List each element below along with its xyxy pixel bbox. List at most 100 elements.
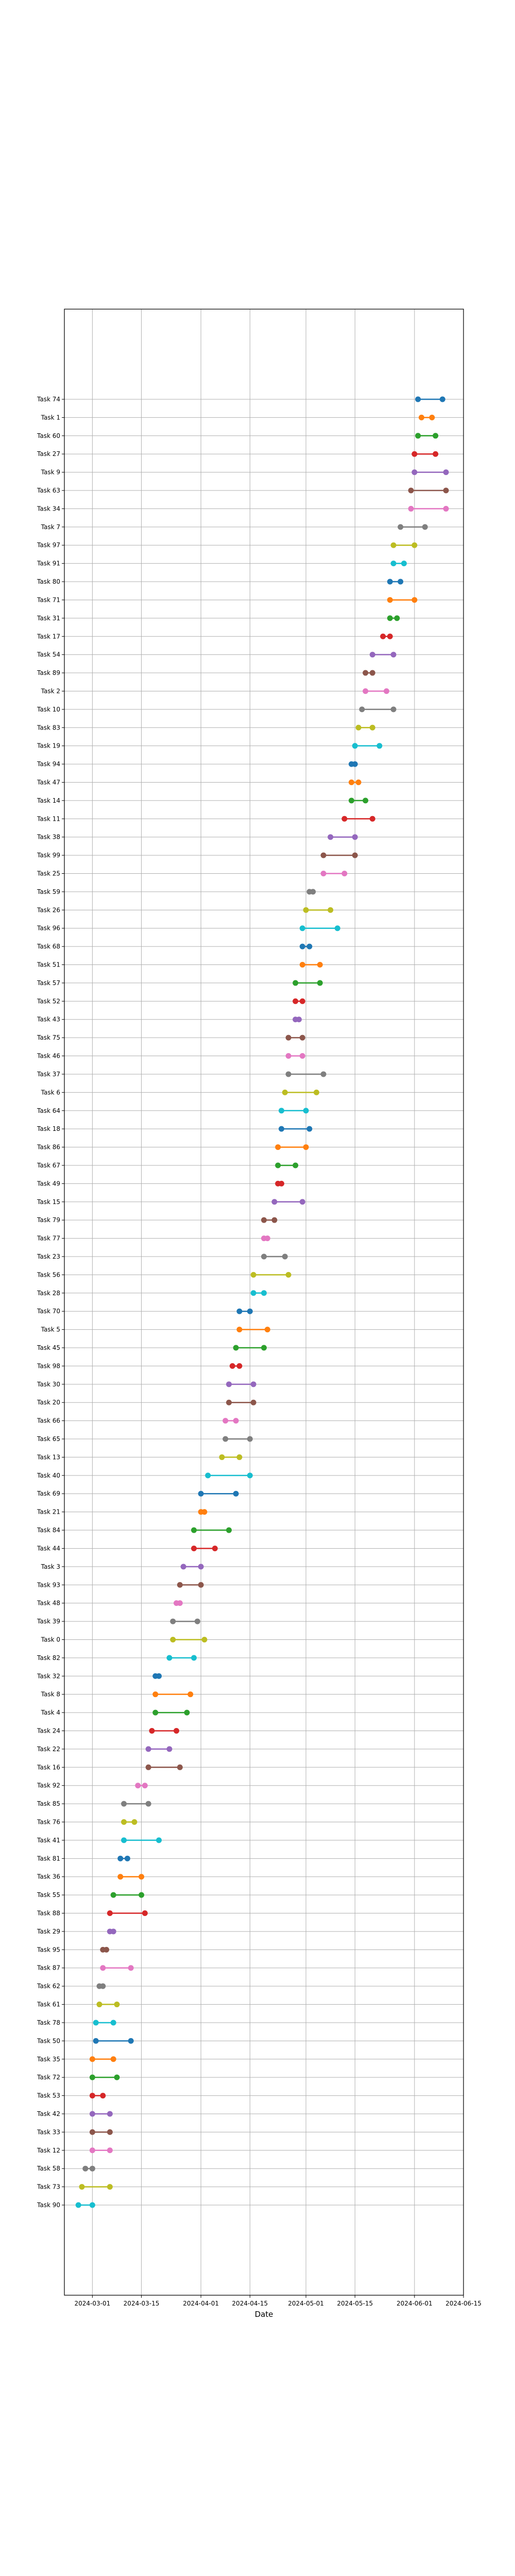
task-end-point [139,1892,145,1898]
task-end-point [110,2056,116,2062]
task-start-point [275,1144,281,1150]
y-tick-label: Task 80 [37,578,60,585]
task-start-point [89,2056,95,2062]
task-end-point [363,798,369,804]
task-start-point [411,451,418,457]
task-start-point [222,1436,229,1442]
y-tick-label: Task 81 [37,1855,60,1862]
task-end-point [236,1363,243,1369]
y-tick-label: Task 32 [37,1672,60,1680]
y-tick-label: Task 21 [37,1509,60,1516]
task-end-point [114,2002,120,2008]
y-tick-label: Task 35 [37,2056,60,2063]
x-axis-title: Date [255,2310,273,2319]
task-start-point [89,2111,95,2117]
y-tick-label: Task 49 [37,1180,60,1187]
y-tick-label: Task 85 [37,1800,60,1807]
task-end-point [303,1144,309,1150]
task-end-point [443,487,449,494]
task-end-point [198,1564,204,1570]
task-end-point [369,724,375,731]
task-end-point [104,1946,110,1953]
task-start-point [100,1965,106,1971]
y-tick-label: Task 30 [37,1381,60,1388]
task-start-point [341,816,348,822]
task-start-point [177,1582,183,1588]
task-end-point [429,414,435,420]
task-end-point [110,2020,116,2026]
y-tick-label: Task 38 [37,834,60,841]
task-end-point [296,1016,302,1023]
task-end-point [313,1089,319,1095]
task-start-point [390,561,397,567]
y-tick-label: Task 87 [37,1964,60,1972]
task-start-point [303,907,309,913]
y-tick-label: Task 65 [37,1435,60,1443]
task-end-point [383,688,389,694]
y-tick-label: Task 47 [37,778,60,786]
y-tick-label: Task 90 [37,2201,60,2209]
y-tick-label: Task 26 [37,906,60,913]
task-start-point [145,1764,151,1770]
y-tick-label: Task 33 [37,2128,60,2136]
task-end-point [107,2147,113,2154]
y-tick-label: Task 46 [37,1053,60,1060]
y-tick-label: Task 82 [37,1654,60,1662]
task-start-point [278,1108,284,1114]
x-tick-label: 2024-04-01 [183,2300,219,2307]
task-end-point [352,852,358,858]
task-start-point [398,524,404,530]
task-end-point [387,633,393,639]
y-tick-label: Task 60 [37,432,60,439]
task-start-point [285,1053,291,1059]
y-tick-label: Task 89 [37,669,60,676]
task-end-point [194,1618,200,1624]
y-tick-label: Task 0 [41,1636,60,1643]
y-tick-label: Task 14 [37,797,60,804]
y-tick-label: Task 1 [41,414,60,421]
task-start-point [236,1327,243,1333]
y-tick-label: Task 31 [37,615,60,622]
task-end-point [174,1727,180,1734]
task-start-point [89,2147,95,2154]
task-end-point [139,1874,145,1880]
task-end-point [100,1983,106,1989]
task-end-point [107,2129,113,2135]
task-start-point [320,852,327,858]
task-end-point [89,2202,95,2208]
task-end-point [271,1217,278,1223]
task-end-point [355,779,362,785]
y-tick-label: Task 8 [41,1691,60,1698]
task-end-point [306,943,313,950]
task-start-point [408,487,414,494]
task-start-point [222,1418,229,1424]
task-start-point [411,469,418,476]
y-tick-label: Task 97 [37,541,60,549]
task-start-point [170,1636,176,1642]
task-end-point [398,579,404,585]
y-tick-label: Task 22 [37,1745,60,1753]
task-start-point [205,1472,211,1479]
task-start-point [250,1290,256,1296]
y-tick-label: Task 42 [37,2110,60,2117]
task-start-point [293,980,299,986]
y-tick-label: Task 10 [37,706,60,713]
y-tick-label: Task 55 [37,1891,60,1899]
y-tick-label: Task 61 [37,2001,60,2008]
task-end-point [422,524,428,530]
task-end-point [247,1472,253,1479]
task-end-point [177,1600,183,1606]
y-tick-label: Task 83 [37,724,60,731]
task-start-point [229,1363,235,1369]
task-end-point [201,1509,208,1515]
task-end-point [299,998,305,1004]
y-tick-label: Task 16 [37,1764,60,1771]
x-tick-label: 2024-03-15 [124,2300,160,2307]
task-end-point [107,2184,113,2190]
task-end-point [341,871,348,877]
task-end-point [250,1399,256,1405]
y-tick-label: Task 2 [41,687,60,694]
task-end-point [310,889,316,895]
